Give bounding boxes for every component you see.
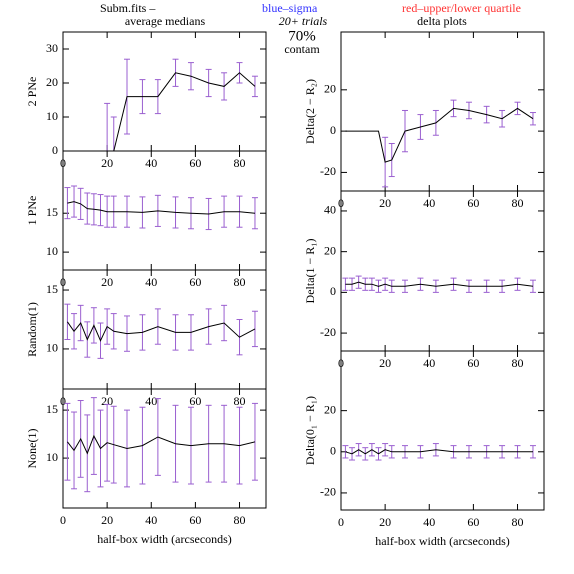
trials-label: 20+ trials	[279, 14, 328, 28]
right-title: delta plots	[417, 14, 467, 28]
x-tick-label: 80	[512, 515, 524, 529]
y-tick-label: 20	[46, 75, 58, 89]
y-tick-label: -20	[320, 325, 336, 339]
y-tick-label: 30	[46, 41, 58, 55]
x-axis-label: half-box width (arcseconds)	[375, 534, 510, 548]
x-tick-label: 40	[145, 156, 157, 170]
y-tick-label: 0	[52, 143, 58, 157]
x-tick-label: 60	[467, 196, 479, 210]
x-tick-label: 20	[379, 196, 391, 210]
x-tick-label: 20	[101, 513, 113, 527]
y-axis-label: 2 PNe	[25, 77, 39, 107]
x-tick-label: 40	[423, 196, 435, 210]
contam-label: contam	[284, 42, 320, 56]
x-tick-label: 80	[234, 513, 246, 527]
x-tick-label: 20	[379, 356, 391, 370]
panel-frame	[340, 350, 545, 511]
x-tick-label: 40	[145, 513, 157, 527]
y-tick-label: 0	[330, 123, 336, 137]
x-tick-label: 80	[234, 275, 246, 289]
y-tick-label: 15	[46, 402, 58, 416]
y-tick-label: 0	[330, 444, 336, 458]
y-tick-label: 20	[324, 402, 336, 416]
x-tick-label: 40	[145, 394, 157, 408]
data-line	[345, 107, 534, 163]
panel-frame	[62, 388, 267, 509]
x-axis-label: half-box width (arcseconds)	[97, 532, 232, 546]
x-tick-label: 60	[189, 275, 201, 289]
panel-frame	[340, 190, 545, 352]
y-axis-label: 1 PNe	[25, 196, 39, 226]
y-tick-label: 10	[46, 109, 58, 123]
x-tick-label: 80	[512, 196, 524, 210]
y-tick-label: 20	[324, 243, 336, 257]
y-tick-label: 15	[46, 205, 58, 219]
data-line	[345, 281, 534, 287]
x-tick-label: 20	[379, 515, 391, 529]
panel-frame	[62, 31, 267, 152]
data-line	[67, 201, 256, 215]
x-tick-label: 80	[234, 394, 246, 408]
x-tick-label: 0	[60, 513, 66, 527]
y-tick-label: 10	[46, 341, 58, 355]
red-legend: red–upper/lower quartile	[402, 1, 521, 15]
data-line	[67, 72, 256, 151]
file-label: Subm.fits –	[100, 1, 156, 15]
error-bar	[64, 402, 71, 481]
left-title: average medians	[125, 14, 206, 28]
y-tick-label: 20	[324, 82, 336, 96]
y-tick-label: -20	[320, 485, 336, 499]
x-tick-label: 80	[512, 356, 524, 370]
x-tick-label: 0	[338, 515, 344, 529]
y-tick-label: 40	[324, 203, 336, 217]
y-tick-label: -20	[320, 164, 336, 178]
x-tick-label: 40	[423, 515, 435, 529]
x-tick-label: 40	[423, 356, 435, 370]
x-tick-label: 40	[145, 275, 157, 289]
y-tick-label: 0	[330, 284, 336, 298]
blue-legend: blue–sigma	[262, 1, 318, 15]
error-bar	[110, 116, 117, 151]
x-tick-label: 60	[189, 394, 201, 408]
x-tick-label: 60	[189, 513, 201, 527]
x-tick-label: 20	[101, 156, 113, 170]
y-axis-label: Delta(1 − R₁)	[303, 239, 317, 304]
y-axis-label: Delta(2 − R₂)	[303, 79, 317, 144]
y-axis-label: None(1)	[25, 429, 39, 469]
y-tick-label: 15	[46, 282, 58, 296]
contam-value: 70%	[288, 28, 316, 44]
y-axis-label: Delta(0₁ − R₁)	[303, 396, 317, 465]
x-tick-label: 80	[234, 156, 246, 170]
x-tick-label: 60	[189, 156, 201, 170]
error-bar	[104, 102, 111, 151]
x-tick-label: 20	[101, 275, 113, 289]
y-tick-label: 10	[46, 450, 58, 464]
y-axis-label: Random(1)	[25, 302, 39, 357]
data-line	[66, 321, 256, 342]
x-tick-label: 60	[467, 356, 479, 370]
y-tick-label: 10	[46, 244, 58, 258]
data-line	[345, 449, 533, 455]
x-tick-label: 60	[467, 515, 479, 529]
data-line	[67, 434, 256, 455]
